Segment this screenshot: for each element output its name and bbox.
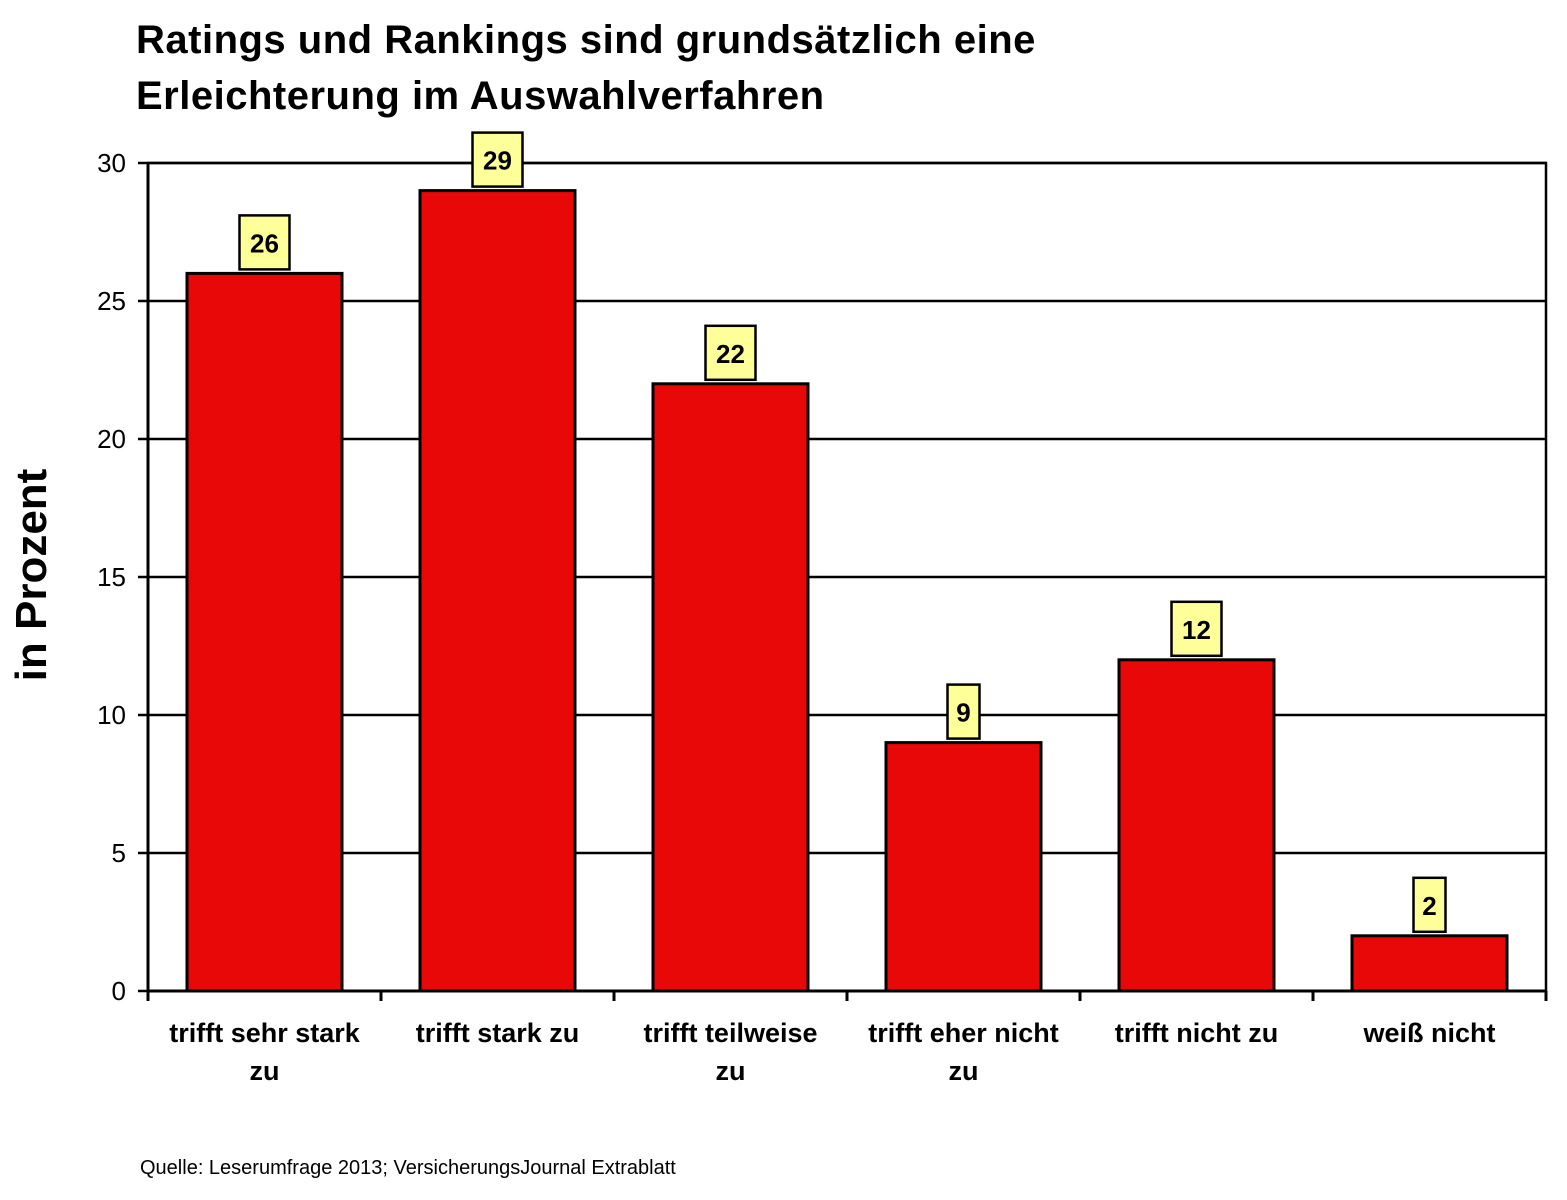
y-tick-label-20: 20 xyxy=(97,424,126,454)
x-tick-label-1-line-0: trifft stark zu xyxy=(416,1018,580,1048)
x-tick-label-3-line-1: zu xyxy=(949,1056,979,1086)
chart-title-line-2: Erleichterung im Auswahlverfahren xyxy=(136,74,825,118)
data-label-box-5 xyxy=(1412,876,1447,934)
data-labels: 26 29 22 9 12 2 xyxy=(238,131,1447,934)
y-tick-label-10: 10 xyxy=(97,700,126,730)
data-label-box-1 xyxy=(471,131,524,188)
tick-labels: 0 5 10 15 20 25 30 trifft sehr stark zu trifft st… xyxy=(97,148,1495,1086)
x-tick-label-2-line-0: trifft teilweise xyxy=(643,1018,817,1048)
gridlines xyxy=(146,161,1548,993)
x-tick-label-2-line-1: zu xyxy=(716,1056,746,1086)
y-tick-label-15: 15 xyxy=(97,562,126,592)
x-tick-label-0-line-0: trifft sehr stark xyxy=(169,1018,361,1048)
axes xyxy=(138,161,1548,1001)
data-label-0: 26 xyxy=(250,228,279,258)
y-tick-label-25: 25 xyxy=(97,286,126,316)
bar-2 xyxy=(651,382,810,993)
chart-title: Ratings und Rankings sind grundsätzlich … xyxy=(136,12,1436,124)
x-tick-label-4-line-0: trifft nicht zu xyxy=(1115,1018,1278,1048)
bar-1 xyxy=(418,189,577,993)
data-label-1: 29 xyxy=(483,146,512,176)
data-label-4: 12 xyxy=(1182,615,1211,645)
data-label-box-3 xyxy=(946,683,981,740)
data-label-box-2 xyxy=(704,324,757,382)
bar-0 xyxy=(185,271,344,993)
x-tick-label-3-line-0: trifft eher nicht xyxy=(868,1018,1059,1048)
bar-4 xyxy=(1117,658,1276,993)
bar-5 xyxy=(1350,934,1509,993)
bars xyxy=(185,189,1509,993)
data-label-box-0 xyxy=(238,214,291,271)
y-axis-title: in Prozent xyxy=(7,468,56,681)
y-tick-label-30: 30 xyxy=(97,148,126,178)
x-tick-label-5-line-0: weiß nicht xyxy=(1362,1018,1495,1048)
chart-title-line-1: Ratings und Rankings sind grundsätzlich … xyxy=(136,18,1036,62)
data-label-box-4 xyxy=(1170,600,1223,658)
y-tick-label-5: 5 xyxy=(112,838,126,868)
data-label-3: 9 xyxy=(956,698,970,728)
bar-3 xyxy=(884,741,1043,993)
x-tick-label-0-line-1: zu xyxy=(250,1056,280,1086)
y-tick-label-0: 0 xyxy=(112,976,126,1006)
data-label-2: 22 xyxy=(716,339,745,369)
source-note: Quelle: Leserumfrage 2013; Versicherungs… xyxy=(140,1157,676,1179)
data-label-5: 2 xyxy=(1422,891,1436,921)
